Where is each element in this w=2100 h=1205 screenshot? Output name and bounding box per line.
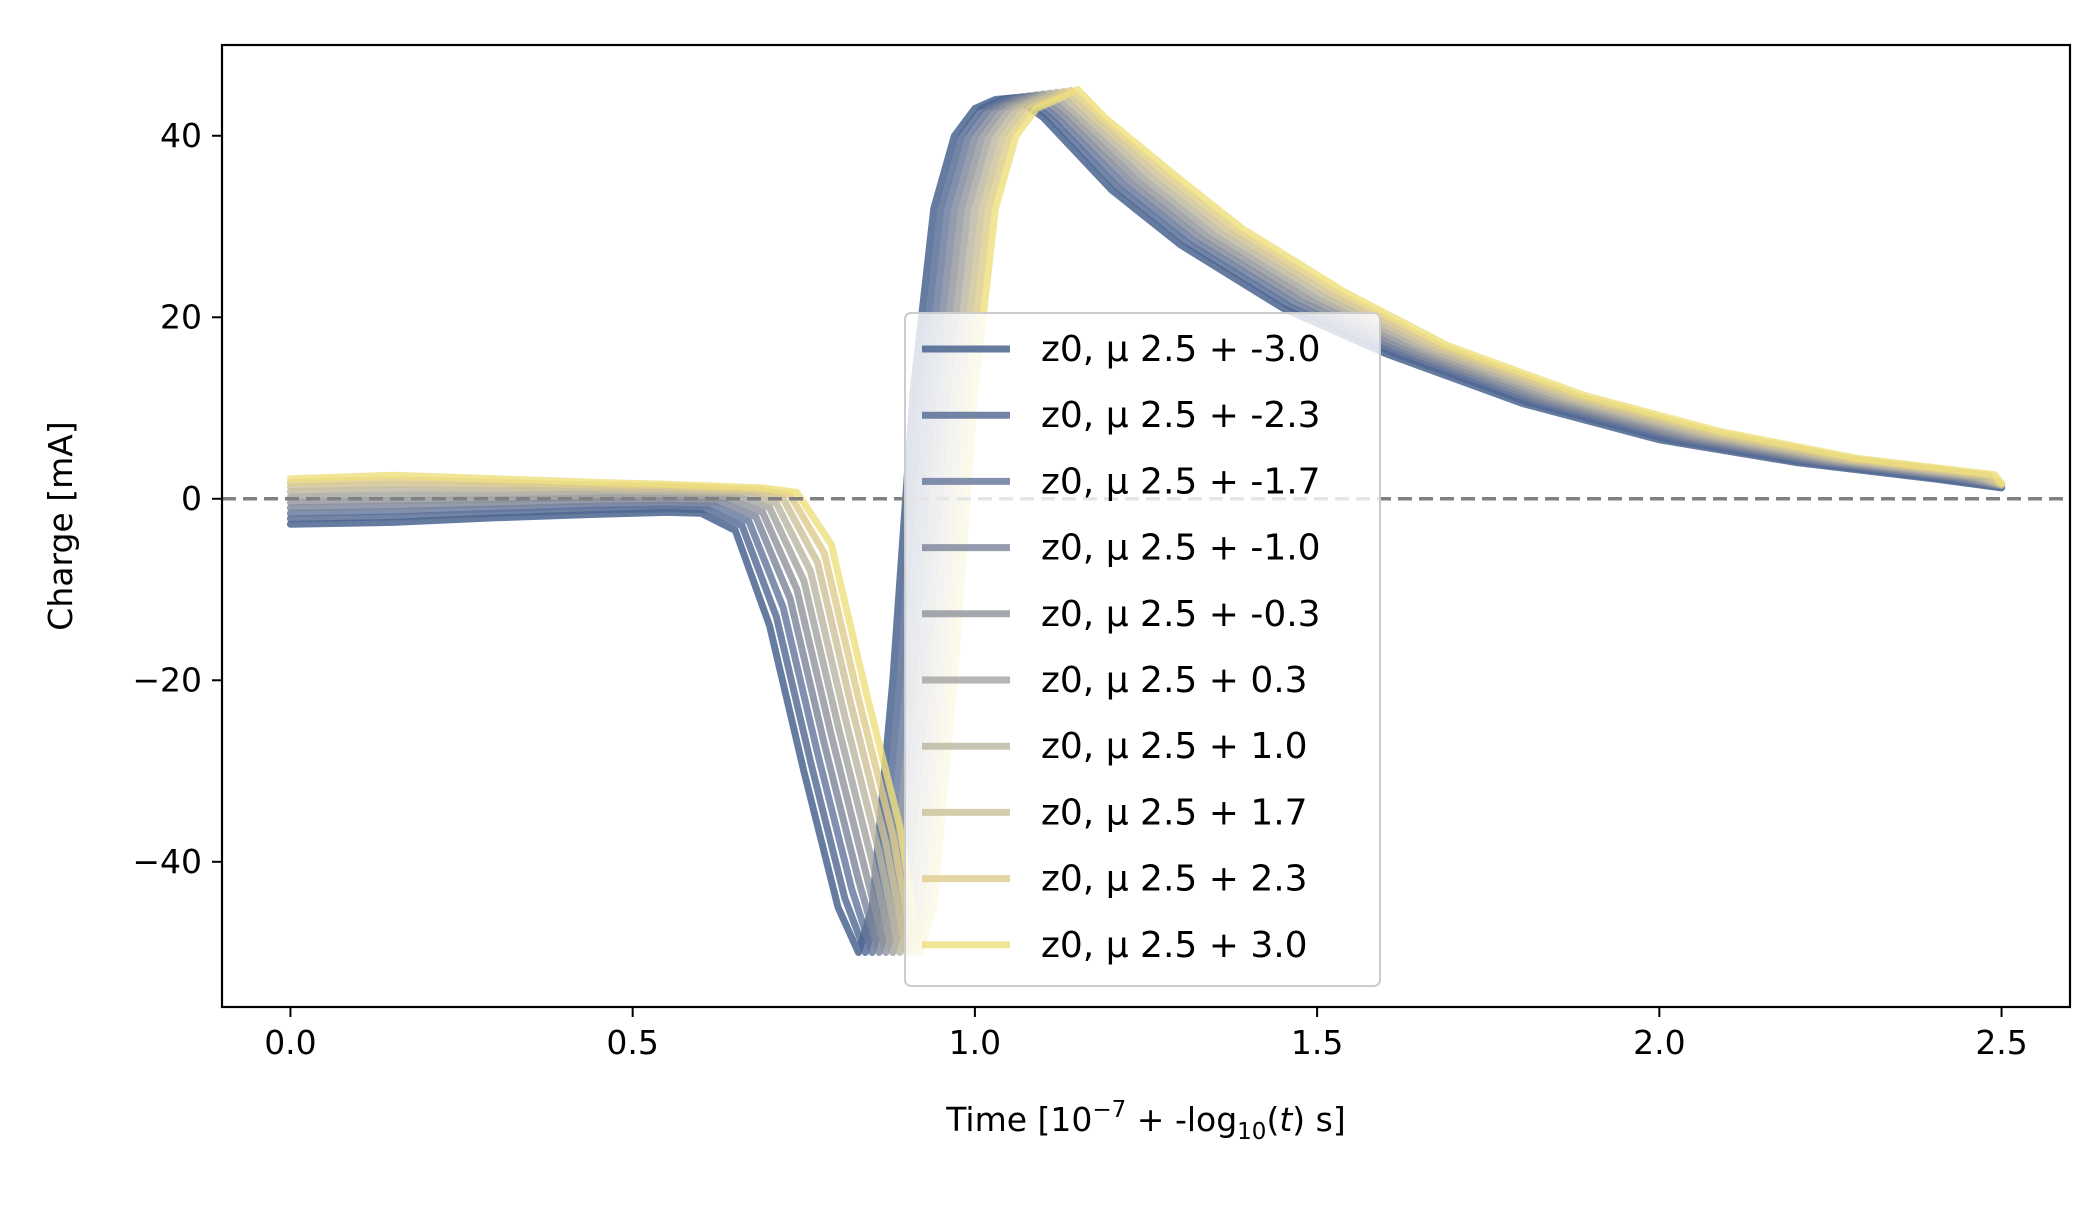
x-tick-label-2: 1.0 bbox=[949, 1023, 1001, 1062]
x-tick-label-3: 1.5 bbox=[1291, 1023, 1343, 1062]
y-axis-label: Charge [mA] bbox=[41, 421, 80, 630]
legend: z0, μ 2.5 + -3.0 z0, μ 2.5 + -2.3 z0, μ 2.… bbox=[904, 312, 1381, 987]
x-label-paren-close: ) s] bbox=[1292, 1100, 1345, 1139]
axes-layer: 0.0 0.5 1.0 1.5 2.0 2.5 −40 −20 0 20 40 bbox=[132, 43, 2072, 1062]
legend-label-5: z0, μ 2.5 + -0.3 bbox=[1041, 594, 1321, 635]
x-tick-label-4: 2.0 bbox=[1633, 1023, 1685, 1062]
series-layer bbox=[286, 86, 2006, 956]
y-tick-label-3: 20 bbox=[160, 297, 202, 336]
legend-label-3: z0, μ 2.5 + -1.7 bbox=[1041, 461, 1321, 502]
legend-label-10: z0, μ 2.5 + 3.0 bbox=[1041, 925, 1308, 966]
legend-label-8: z0, μ 2.5 + 1.7 bbox=[1041, 792, 1308, 833]
x-label-prefix: Time [10 bbox=[945, 1100, 1092, 1139]
x-label-paren-open: ( bbox=[1266, 1100, 1279, 1139]
y-tick-label-4: 40 bbox=[160, 116, 202, 155]
plot-frame bbox=[220, 43, 2072, 1009]
x-label-mid: + -log bbox=[1126, 1100, 1237, 1139]
legend-label-1: z0, μ 2.5 + -3.0 bbox=[1041, 329, 1321, 370]
x-axis-label: Time [10−7 + -log10(t) s] bbox=[945, 1097, 1345, 1145]
x-tick-label-5: 2.5 bbox=[1975, 1023, 2027, 1062]
legend-label-6: z0, μ 2.5 + 0.3 bbox=[1041, 660, 1308, 701]
x-tick-label-1: 0.5 bbox=[606, 1023, 658, 1062]
legend-label-4: z0, μ 2.5 + -1.0 bbox=[1041, 528, 1321, 569]
x-tick-label-0: 0.0 bbox=[264, 1023, 316, 1062]
legend-label-7: z0, μ 2.5 + 1.0 bbox=[1041, 726, 1308, 767]
x-label-exponent: −7 bbox=[1092, 1097, 1126, 1123]
y-tick-label-0: −40 bbox=[132, 842, 202, 881]
legend-box bbox=[904, 312, 1381, 987]
x-label-subscript: 10 bbox=[1237, 1119, 1266, 1145]
legend-label-2: z0, μ 2.5 + -2.3 bbox=[1041, 395, 1321, 436]
legend-label-9: z0, μ 2.5 + 2.3 bbox=[1041, 859, 1308, 900]
y-tick-label-1: −20 bbox=[132, 660, 202, 699]
series-line-10 bbox=[286, 86, 2006, 956]
x-label-variable: t bbox=[1279, 1100, 1293, 1139]
y-tick-label-2: 0 bbox=[181, 479, 202, 518]
